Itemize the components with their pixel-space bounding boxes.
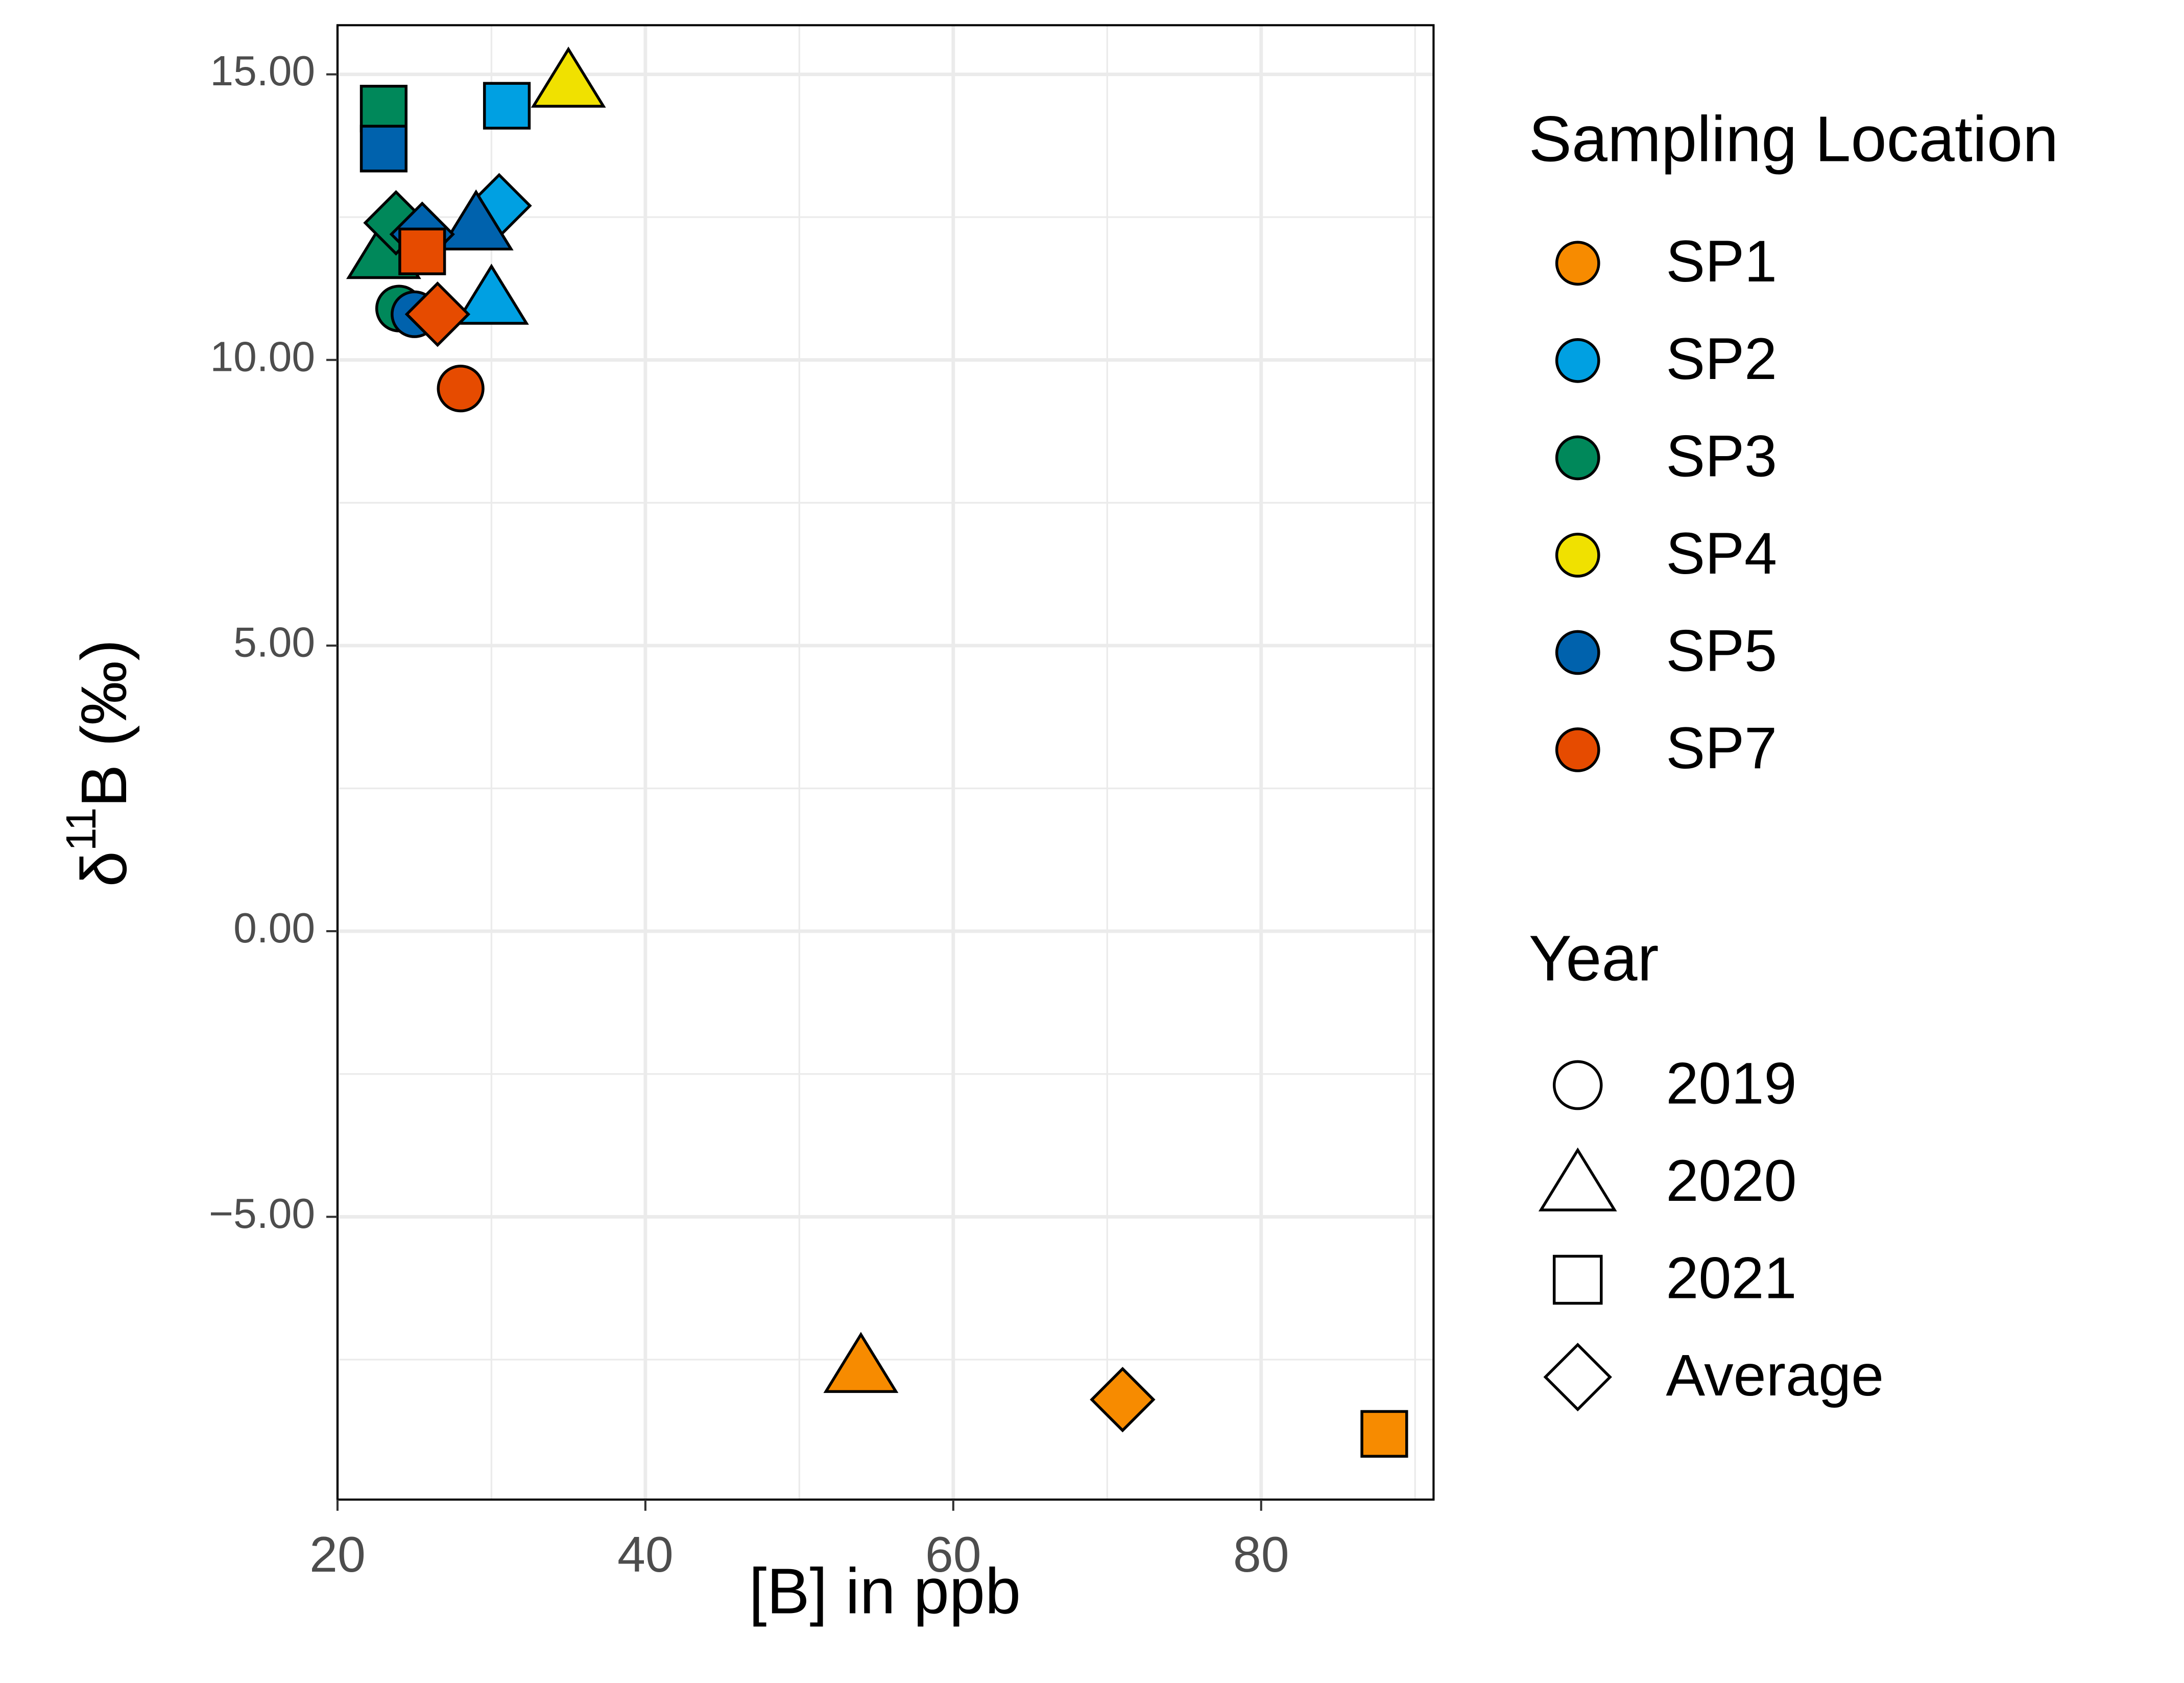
y-label-sup: 11 [58,808,105,851]
point [437,365,485,413]
legend-label: SP7 [1666,716,1777,781]
legend-key [1538,1147,1617,1212]
shape-legend-title: Year [1529,922,1659,994]
legend-label: 2021 [1666,1245,1796,1311]
y-tick-label: 0.00 [233,905,315,952]
legend-key [1555,533,1600,578]
y-tick-label: 10.00 [210,334,315,380]
legend-key [1552,1060,1603,1110]
x-tick-label: 60 [925,1526,981,1582]
legend-key [1555,241,1600,286]
point [398,227,446,275]
legend-key [1543,1342,1612,1412]
legend-label: 2020 [1666,1148,1796,1214]
legend-label: SP3 [1666,423,1777,489]
legend-label: SP1 [1666,229,1777,294]
y-tick-label: 5.00 [233,620,315,666]
point [453,264,529,325]
marks [346,46,1408,1458]
legend-key [1555,727,1600,772]
legend-key [1552,1254,1603,1305]
grid [335,25,1434,1500]
point [438,189,514,251]
x-tick-label: 40 [617,1526,674,1582]
legend-label: SP2 [1666,326,1777,392]
legend-title: Sampling Location [1529,103,2058,175]
panel-border [336,24,1435,1501]
y-tick-label: −5.00 [209,1191,315,1237]
y-label-rest: B (‰) [68,639,140,808]
legend-label: 2019 [1666,1051,1796,1116]
legend-label: Average [1666,1343,1884,1408]
legend-key [1555,338,1600,383]
point [531,46,606,108]
legend-key [1555,630,1600,675]
y-tick-label: 15.00 [210,48,315,94]
point [823,1332,899,1393]
x-tick-label: 20 [309,1526,366,1582]
point [1360,1410,1408,1458]
point [483,82,531,130]
point [359,125,407,173]
y-axis-label: δ11B (‰) [58,639,140,887]
x-axis-label: [B] in ppb [749,1555,1021,1627]
legend-label: SP4 [1666,521,1777,586]
x-tick-label: 80 [1233,1526,1289,1582]
legend-label: SP5 [1666,618,1777,683]
point [404,281,471,347]
point [1090,1366,1156,1433]
y-label-base: δ [68,851,140,887]
legend-key [1555,435,1600,481]
point [359,85,407,133]
